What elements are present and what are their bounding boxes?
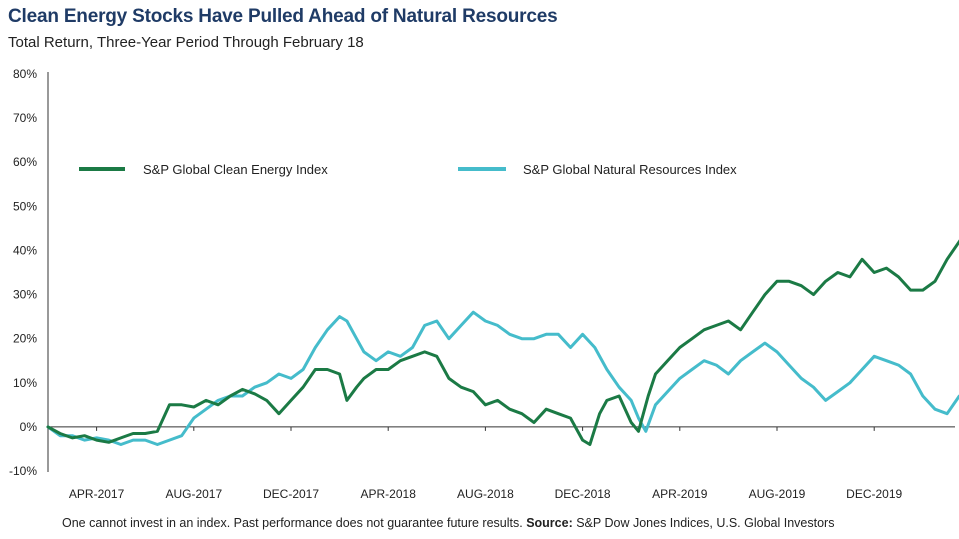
source-label: Source: — [526, 516, 573, 530]
y-tick-label: 40% — [13, 243, 37, 257]
legend-clean-energy: S&P Global Clean Energy Index — [79, 162, 328, 177]
y-tick-label: 70% — [13, 111, 37, 125]
x-tick-label: AUG-2018 — [457, 487, 514, 501]
x-tick-label: DEC-2019 — [846, 487, 902, 501]
x-tick-label: APR-2019 — [652, 487, 708, 501]
y-tick-label: 10% — [13, 376, 37, 390]
clean-energy-line — [46, 239, 959, 446]
series-lines — [46, 239, 959, 446]
axes — [47, 72, 955, 472]
y-axis-labels: -10% 0% 10% 20% 30% 40% 50% 60% 70% 80% — [9, 67, 37, 478]
y-tick-label: 60% — [13, 155, 37, 169]
x-tick-label: DEC-2018 — [555, 487, 611, 501]
y-tick-label: 0% — [20, 420, 38, 434]
x-tick-label: DEC-2017 — [263, 487, 319, 501]
natural-resources-line — [46, 310, 959, 446]
legend: S&P Global Clean Energy Index S&P Global … — [79, 162, 737, 177]
disclaimer-text: One cannot invest in an index. Past perf… — [62, 516, 523, 530]
source-text: S&P Dow Jones Indices, U.S. Global Inves… — [576, 516, 835, 530]
x-tick-label: AUG-2017 — [165, 487, 222, 501]
x-axis-labels: APR-2017 AUG-2017 DEC-2017 APR-2018 AUG-2018… — [69, 487, 903, 501]
y-tick-label: 20% — [13, 332, 37, 346]
legend-natural-resources: S&P Global Natural Resources Index — [458, 162, 737, 177]
legend-label: S&P Global Natural Resources Index — [523, 162, 737, 177]
x-tick-label: AUG-2019 — [749, 487, 806, 501]
y-tick-label: 30% — [13, 288, 37, 302]
x-tick-label: APR-2017 — [69, 487, 125, 501]
x-tick-label: APR-2018 — [361, 487, 417, 501]
legend-label: S&P Global Clean Energy Index — [143, 162, 328, 177]
y-tick-label: 80% — [13, 67, 37, 81]
line-chart: -10%0%10%20%30%40%50%60%70%80% APR-2017 A… — [9, 67, 959, 501]
chart-subtitle: Total Return, Three-Year Period Through … — [8, 34, 364, 51]
y-tick-label: 50% — [13, 199, 37, 213]
y-tick-label: -10% — [9, 464, 37, 478]
footnote: One cannot invest in an index. Past perf… — [62, 516, 834, 530]
chart-title: Clean Energy Stocks Have Pulled Ahead of… — [8, 6, 558, 27]
